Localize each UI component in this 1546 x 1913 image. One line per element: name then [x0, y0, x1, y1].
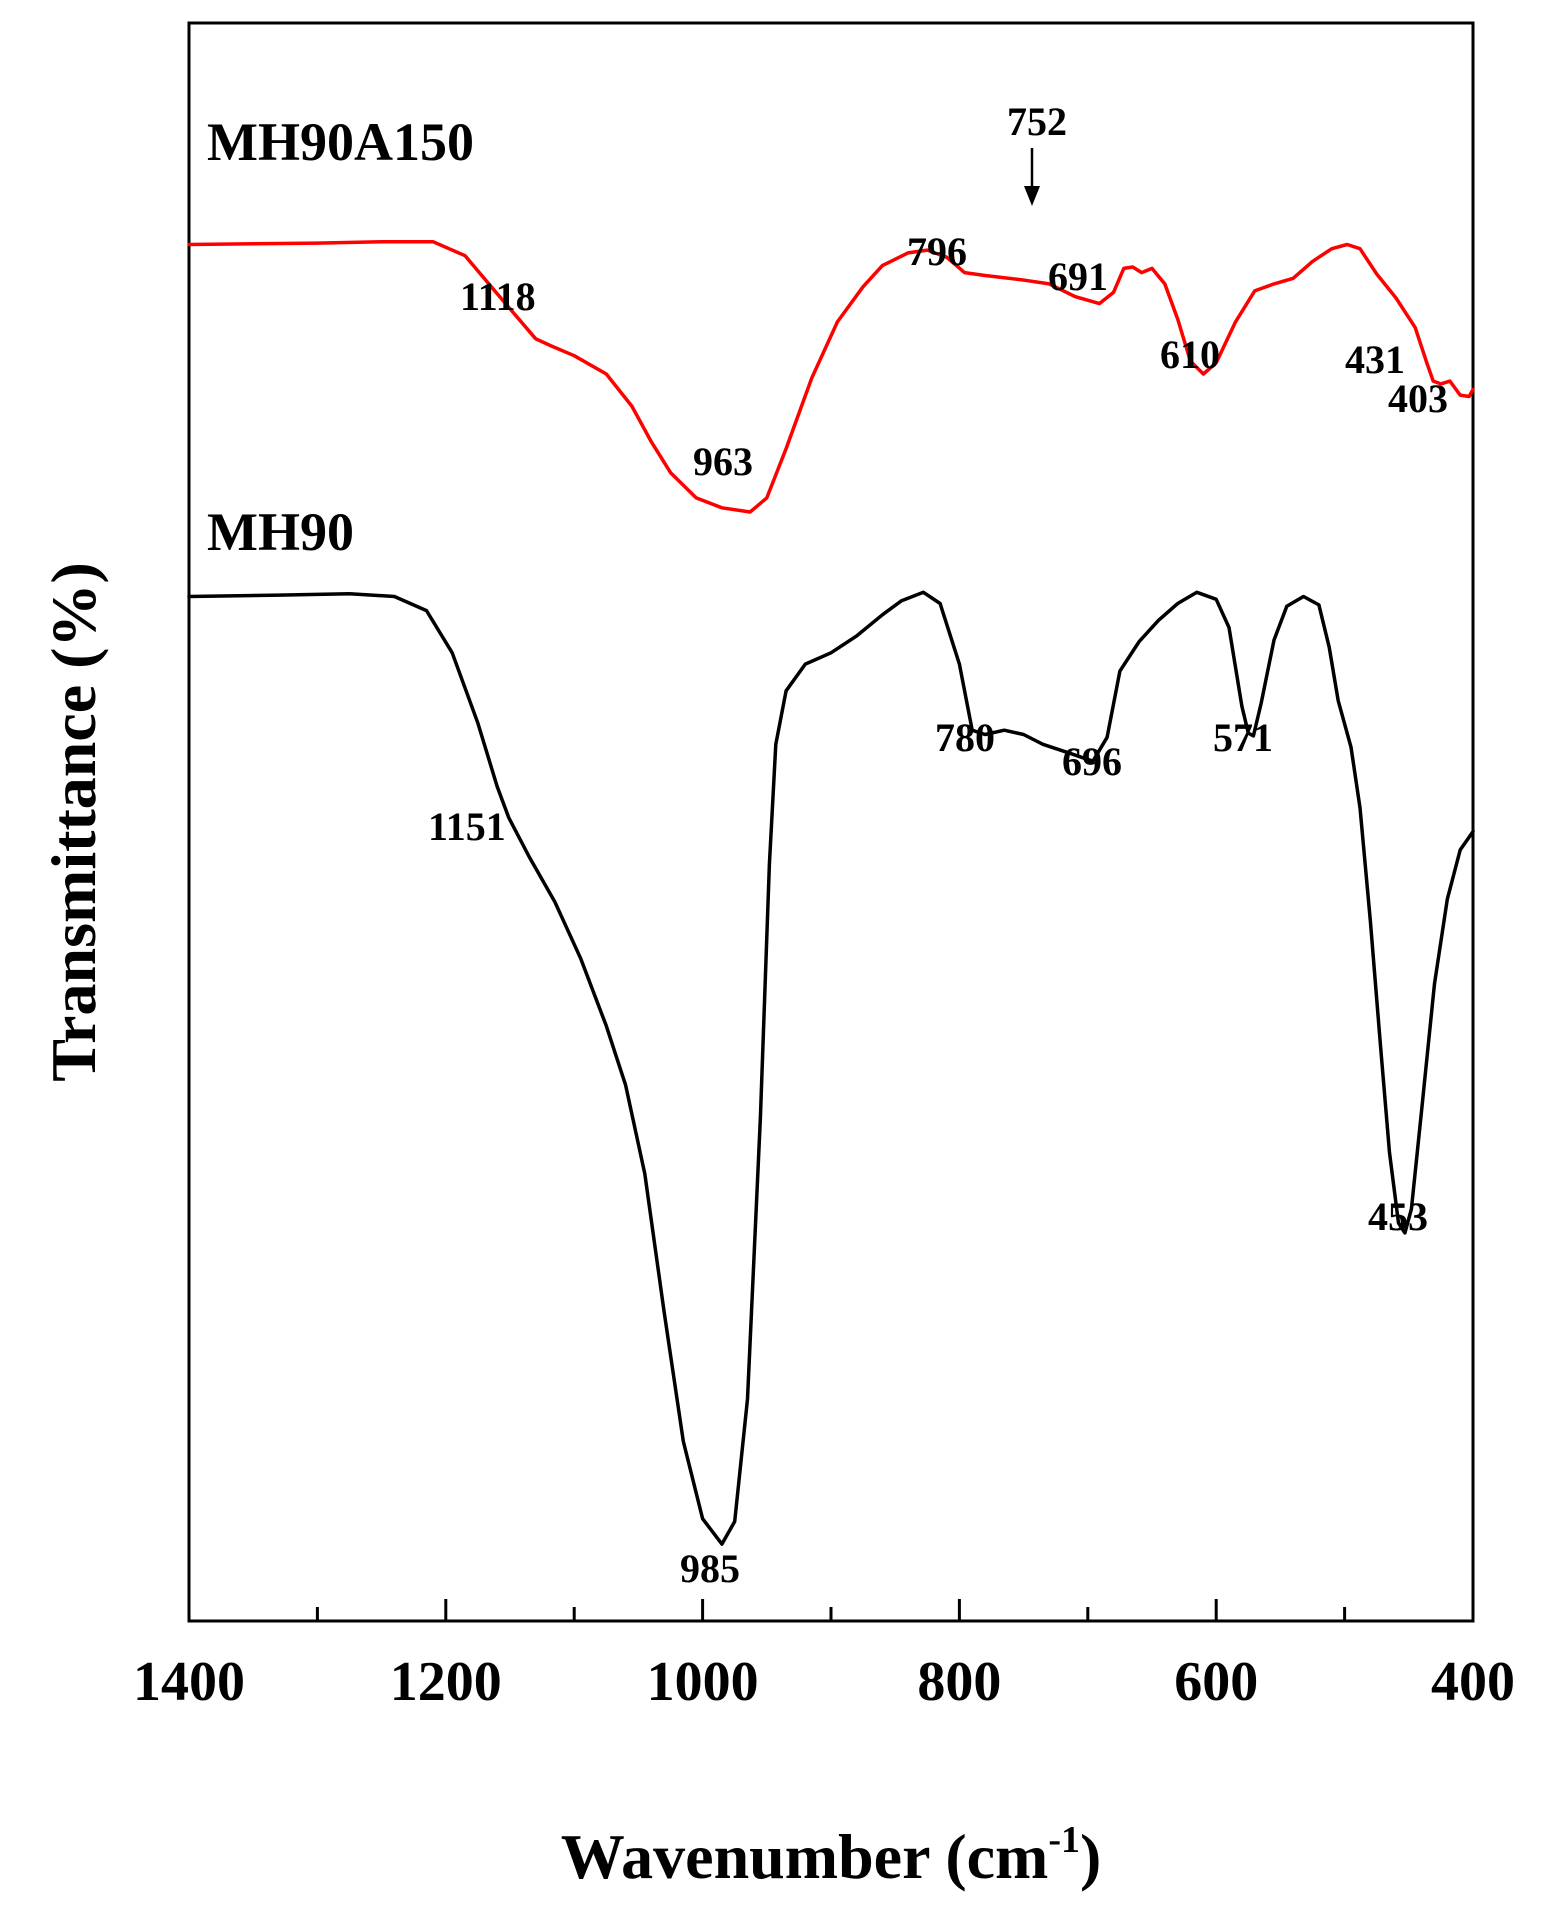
plot-frame: [187, 21, 1475, 1623]
x-axis-title: Wavenumber (cm-1): [561, 1819, 1102, 1892]
x-axis-title-superscript: -1: [1048, 1819, 1080, 1861]
x-tick-label-1000: 1000: [647, 1651, 759, 1713]
peak-label-1151: 1151: [428, 804, 506, 849]
peak-label-985: 985: [680, 1546, 740, 1591]
arrow-752: [1024, 148, 1040, 206]
x-tick-label-400: 400: [1431, 1651, 1515, 1713]
peak-label-796: 796: [907, 229, 967, 274]
peak-label-1118: 1118: [460, 274, 536, 319]
x-tick-label-1200: 1200: [390, 1651, 502, 1713]
peak-label-431: 431: [1345, 337, 1405, 382]
x-axis-ticks: [187, 1599, 1475, 1621]
x-axis-title-main: Wavenumber (cm: [561, 1821, 1049, 1892]
x-axis-title-suffix: ): [1080, 1821, 1101, 1892]
peak-label-571: 571: [1213, 715, 1273, 760]
x-tick-label-800: 800: [917, 1651, 1001, 1713]
series-line-mh90: [187, 590, 1475, 1546]
peak-label-780: 780: [935, 715, 995, 760]
peak-label-610: 610: [1160, 332, 1220, 377]
series-label-mh90: MH90: [207, 502, 354, 562]
series-label-mh90a150: MH90A150: [207, 112, 474, 172]
series-line-mh90a150: [187, 239, 1475, 514]
peak-label-453: 453: [1368, 1194, 1428, 1239]
y-axis-title: Transmittance (%): [38, 562, 109, 1082]
peak-labels: 1118 963 796 752 691 610 431 403 1151 98…: [428, 99, 1448, 1591]
x-tick-label-600: 600: [1174, 1651, 1258, 1713]
peak-label-963: 963: [693, 439, 753, 484]
peak-label-691: 691: [1048, 254, 1108, 299]
peak-label-403: 403: [1388, 376, 1448, 421]
peak-label-696: 696: [1062, 739, 1122, 784]
series-lines: [187, 239, 1475, 1546]
x-axis-tick-labels: 1400 1200 1000 800 600 400: [133, 1651, 1515, 1713]
peak-label-752: 752: [1007, 99, 1067, 144]
x-tick-label-1400: 1400: [133, 1651, 245, 1713]
